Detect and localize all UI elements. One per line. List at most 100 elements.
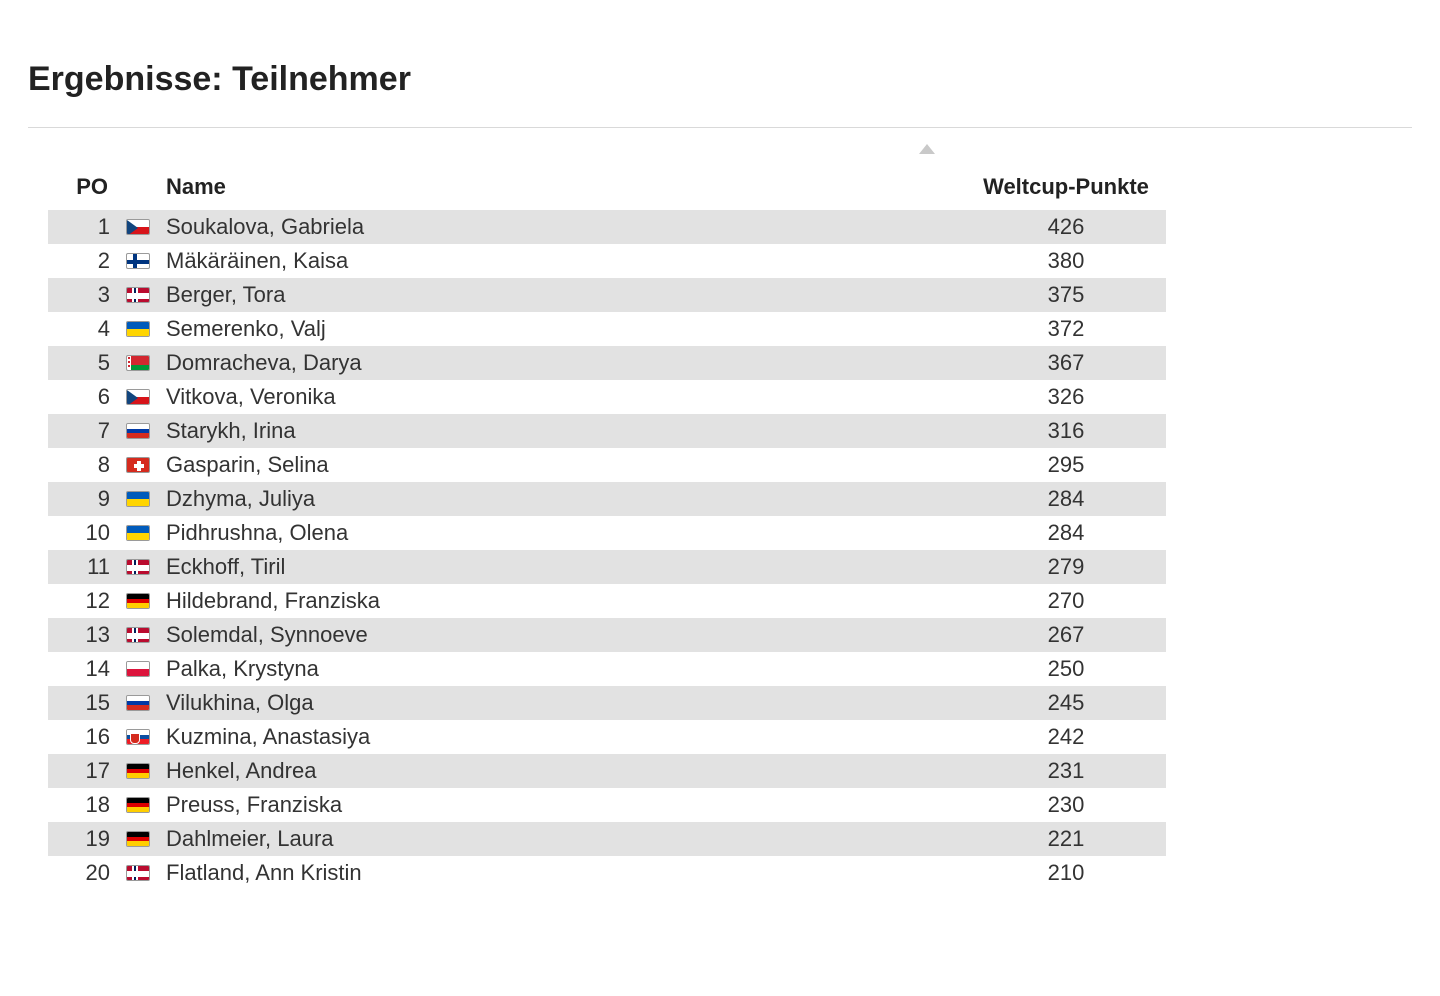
- cell-points: 295: [966, 448, 1166, 482]
- flag-icon: [126, 219, 150, 235]
- cell-points: 284: [966, 516, 1166, 550]
- cell-name: Berger, Tora: [158, 278, 966, 312]
- cell-name: Eckhoff, Tiril: [158, 550, 966, 584]
- cell-points: 230: [966, 788, 1166, 822]
- cell-points: 242: [966, 720, 1166, 754]
- cell-points: 279: [966, 550, 1166, 584]
- flag-icon: [126, 695, 150, 711]
- cell-po: 20: [48, 856, 118, 890]
- results-table: PO Name Weltcup-Punkte 1 Soukalova, Gabri…: [48, 168, 1166, 890]
- cell-name: Preuss, Franziska: [158, 788, 966, 822]
- cell-flag: [118, 618, 158, 652]
- table-row[interactable]: 12Hildebrand, Franziska270: [48, 584, 1166, 618]
- cell-points: 367: [966, 346, 1166, 380]
- page-title: Ergebnisse: Teilnehmer: [28, 60, 1412, 99]
- cell-points: 375: [966, 278, 1166, 312]
- cell-po: 14: [48, 652, 118, 686]
- flag-icon: [126, 627, 150, 643]
- cell-name: Vitkova, Veronika: [158, 380, 966, 414]
- cell-name: Kuzmina, Anastasiya: [158, 720, 966, 754]
- cell-name: Palka, Krystyna: [158, 652, 966, 686]
- cell-flag: [118, 652, 158, 686]
- cell-flag: [118, 346, 158, 380]
- table-row[interactable]: 6 Vitkova, Veronika326: [48, 380, 1166, 414]
- table-row[interactable]: 11 Eckhoff, Tiril279: [48, 550, 1166, 584]
- col-header-points[interactable]: Weltcup-Punkte: [966, 168, 1166, 210]
- flag-icon: [126, 729, 150, 745]
- cell-name: Flatland, Ann Kristin: [158, 856, 966, 890]
- col-header-flag: [118, 168, 158, 210]
- table-row[interactable]: 15Vilukhina, Olga245: [48, 686, 1166, 720]
- table-row[interactable]: 10 Pidhrushna, Olena284: [48, 516, 1166, 550]
- cell-po: 6: [48, 380, 118, 414]
- cell-po: 4: [48, 312, 118, 346]
- cell-flag: [118, 550, 158, 584]
- table-row[interactable]: 20Flatland, Ann Kristin210: [48, 856, 1166, 890]
- flag-icon: [126, 559, 150, 575]
- cell-flag: [118, 312, 158, 346]
- cell-name: Pidhrushna, Olena: [158, 516, 966, 550]
- cell-po: 7: [48, 414, 118, 448]
- cell-points: 426: [966, 210, 1166, 244]
- cell-po: 10: [48, 516, 118, 550]
- cell-points: 380: [966, 244, 1166, 278]
- cell-po: 2: [48, 244, 118, 278]
- scroll-up-icon[interactable]: [918, 143, 936, 155]
- table-row[interactable]: 2Mäkäräinen, Kaisa380: [48, 244, 1166, 278]
- cell-po: 19: [48, 822, 118, 856]
- cell-name: Henkel, Andrea: [158, 754, 966, 788]
- cell-name: Semerenko, Valj: [158, 312, 966, 346]
- table-row[interactable]: 5Domracheva, Darya367: [48, 346, 1166, 380]
- flag-icon: [126, 797, 150, 813]
- cell-points: 326: [966, 380, 1166, 414]
- flag-icon: [126, 525, 150, 541]
- flag-icon: [126, 287, 150, 303]
- cell-name: Solemdal, Synnoeve: [158, 618, 966, 652]
- scroll-hint-row: [28, 136, 1412, 162]
- table-row[interactable]: 1 Soukalova, Gabriela426: [48, 210, 1166, 244]
- table-row[interactable]: 13Solemdal, Synnoeve267: [48, 618, 1166, 652]
- cell-po: 12: [48, 584, 118, 618]
- cell-flag: [118, 414, 158, 448]
- cell-po: 11: [48, 550, 118, 584]
- cell-points: 316: [966, 414, 1166, 448]
- cell-name: Soukalova, Gabriela: [158, 210, 966, 244]
- cell-po: 8: [48, 448, 118, 482]
- flag-icon: [126, 831, 150, 847]
- table-row[interactable]: 16 Kuzmina, Anastasiya242: [48, 720, 1166, 754]
- cell-flag: [118, 822, 158, 856]
- cell-flag: [118, 686, 158, 720]
- cell-flag: [118, 482, 158, 516]
- col-header-po[interactable]: PO: [48, 168, 118, 210]
- cell-name: Starykh, Irina: [158, 414, 966, 448]
- cell-flag: [118, 788, 158, 822]
- flag-icon: [126, 355, 150, 371]
- table-row[interactable]: 8Gasparin, Selina295: [48, 448, 1166, 482]
- table-row[interactable]: 18Preuss, Franziska230: [48, 788, 1166, 822]
- table-row[interactable]: 3Berger, Tora375: [48, 278, 1166, 312]
- cell-flag: [118, 244, 158, 278]
- section-divider: [28, 127, 1412, 128]
- flag-icon: [126, 423, 150, 439]
- cell-po: 16: [48, 720, 118, 754]
- flag-icon: [126, 457, 150, 473]
- cell-name: Domracheva, Darya: [158, 346, 966, 380]
- cell-points: 267: [966, 618, 1166, 652]
- cell-flag: [118, 210, 158, 244]
- col-header-name[interactable]: Name: [158, 168, 966, 210]
- cell-po: 1: [48, 210, 118, 244]
- table-row[interactable]: 14 Palka, Krystyna250: [48, 652, 1166, 686]
- flag-icon: [126, 389, 150, 405]
- table-row[interactable]: 19Dahlmeier, Laura221: [48, 822, 1166, 856]
- cell-flag: [118, 754, 158, 788]
- table-row[interactable]: 7 Starykh, Irina316: [48, 414, 1166, 448]
- flag-icon: [126, 491, 150, 507]
- cell-points: 270: [966, 584, 1166, 618]
- table-row[interactable]: 9Dzhyma, Juliya284: [48, 482, 1166, 516]
- cell-po: 9: [48, 482, 118, 516]
- cell-points: 250: [966, 652, 1166, 686]
- table-row[interactable]: 4Semerenko, Valj372: [48, 312, 1166, 346]
- table-row[interactable]: 17Henkel, Andrea231: [48, 754, 1166, 788]
- cell-name: Dzhyma, Juliya: [158, 482, 966, 516]
- cell-flag: [118, 720, 158, 754]
